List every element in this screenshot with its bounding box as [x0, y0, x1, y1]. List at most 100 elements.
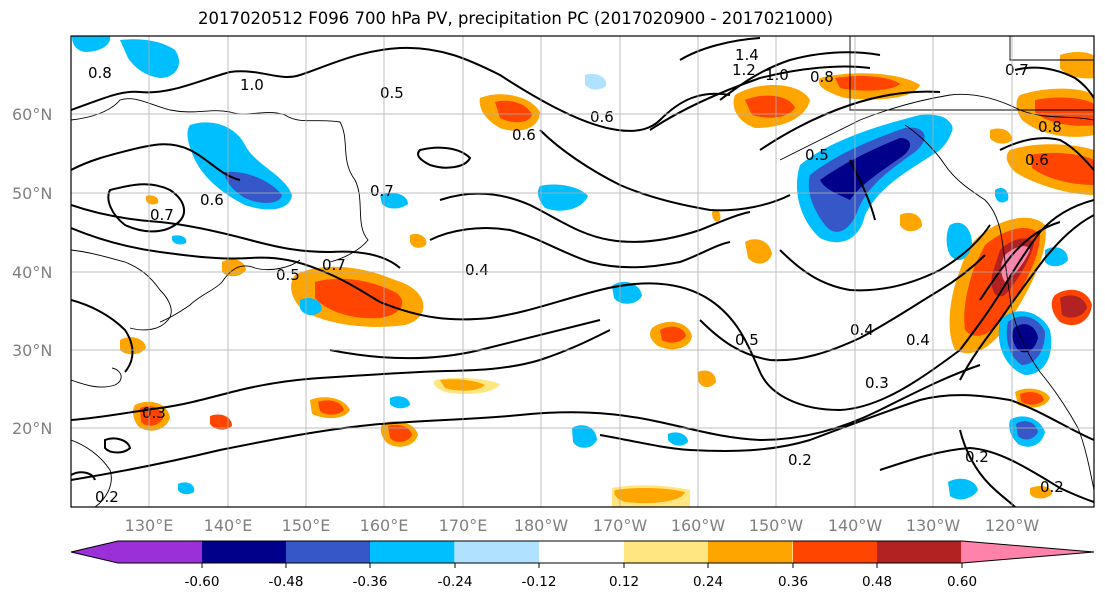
contour-label: 0.8 — [1038, 118, 1062, 136]
colorbar-tick-label: 0.60 — [947, 574, 977, 590]
colorbar-tick-label: -0.12 — [522, 574, 557, 590]
colorbar-ticks — [201, 563, 963, 568]
contour-labels: 1.4 1.2 1.0 0.8 1.0 0.5 0.6 0.6 0.7 0.6 … — [88, 46, 1064, 506]
precip-blob — [390, 396, 410, 409]
colorbar-tick-label: 0.12 — [609, 574, 639, 590]
precip-blob — [712, 210, 721, 222]
precip-blob — [935, 119, 953, 134]
contour-label: 0.6 — [590, 108, 614, 126]
precip-blob — [835, 76, 900, 91]
contour-label: 0.2 — [95, 488, 119, 506]
precip-blob — [388, 424, 412, 442]
colorbar-bin — [877, 541, 962, 563]
precip-blob — [380, 192, 408, 209]
contour-label: 0.3 — [142, 404, 166, 422]
lon-label: 130°W — [906, 516, 961, 535]
colorbar-bin — [539, 541, 624, 563]
contour-label: 0.7 — [322, 256, 346, 274]
colorbar-tick-label: -0.48 — [269, 574, 304, 590]
pv-contours — [71, 37, 1094, 507]
contour-label: 0.5 — [276, 266, 300, 284]
colorbar-tick-label: -0.36 — [353, 574, 388, 590]
contour-label: 0.8 — [810, 68, 834, 86]
coastlines — [71, 36, 1094, 507]
lon-label: 140°E — [204, 516, 253, 535]
contour-label: 1.0 — [240, 76, 264, 94]
contour-label: 0.6 — [1025, 151, 1049, 169]
lat-label: 30°N — [12, 341, 52, 360]
map-title-container: 2017020512 F096 700 hPa PV, precipitatio… — [0, 0, 1105, 30]
colorbar-bin — [118, 541, 203, 563]
precip-blob — [995, 188, 1009, 203]
precip-blob — [1016, 421, 1038, 440]
lon-label: 140°W — [828, 516, 883, 535]
lon-label: 170°W — [593, 516, 648, 535]
precip-blob — [495, 100, 532, 123]
contour-label: 1.2 — [732, 61, 756, 79]
contour-label: 1.0 — [765, 66, 789, 84]
precip-blob — [614, 487, 685, 504]
map-title: 2017020512 F096 700 hPa PV, precipitatio… — [198, 9, 834, 28]
lon-label: 180°W — [514, 516, 569, 535]
colorbar-bin — [708, 541, 793, 563]
contour-label: 0.5 — [735, 331, 759, 349]
precip-blob — [660, 326, 686, 343]
colorbar-tick-label: 0.48 — [862, 574, 892, 590]
lon-label: 160°W — [671, 516, 726, 535]
longitude-labels: 130°E 140°E 150°E 160°E 170°E 180°W 170°… — [125, 516, 1040, 535]
precip-blob — [210, 414, 232, 430]
lat-label: 50°N — [12, 184, 52, 203]
precip-blob — [948, 478, 978, 500]
contour-label: 0.3 — [865, 374, 889, 392]
precip-blob — [668, 432, 688, 446]
precip-blob — [172, 235, 187, 245]
colorbar-bin — [455, 541, 540, 563]
precip-blob — [315, 278, 403, 319]
precip-blob — [820, 138, 911, 200]
lon-label: 130°E — [125, 516, 174, 535]
precip-blob — [1030, 152, 1094, 185]
contour-label: 0.6 — [200, 191, 224, 209]
precip-blob — [318, 400, 344, 415]
precip-blob — [140, 406, 163, 426]
colorbar-tick-label: -0.60 — [185, 574, 220, 590]
lon-label: 120°W — [985, 516, 1040, 535]
gridlines — [71, 36, 1094, 507]
contour-label: 0.4 — [850, 321, 874, 339]
precip-blob — [990, 128, 1012, 144]
colorbar-bin — [370, 541, 455, 563]
contour-label: 0.8 — [88, 64, 112, 82]
map-border — [70, 35, 1095, 508]
latitude-labels: 60°N 50°N 40°N 30°N 20°N — [12, 105, 52, 438]
colorbar: -0.60 -0.48 -0.36 -0.24 -0.12 0.12 0.24 … — [70, 540, 1095, 590]
precip-blob — [537, 184, 588, 211]
contour-label: 1.4 — [735, 46, 759, 64]
precip-blob — [572, 425, 597, 448]
colorbar-outline — [70, 540, 1095, 564]
precip-blob — [120, 39, 180, 78]
contour-label: 0.2 — [1040, 478, 1064, 496]
colorbar-bin — [202, 541, 287, 563]
contour-label: 0.4 — [465, 261, 489, 279]
lat-label: 40°N — [12, 263, 52, 282]
colorbar-extend-high — [962, 541, 1094, 563]
contour-label: 0.2 — [965, 448, 989, 466]
contour-label: 0.7 — [1005, 61, 1029, 79]
lon-label: 170°E — [439, 516, 488, 535]
precip-blob — [1030, 486, 1052, 499]
precip-blob — [1035, 97, 1094, 126]
contour-label: 0.7 — [150, 206, 174, 224]
contour-label: 0.6 — [512, 126, 536, 144]
precipitation-shading — [72, 36, 1094, 507]
precip-blob — [1060, 295, 1087, 318]
contour-label: 0.4 — [906, 331, 930, 349]
colorbar-tick-label: -0.24 — [438, 574, 473, 590]
colorbar-tick-label: 0.36 — [778, 574, 808, 590]
contour-label: 0.5 — [805, 146, 829, 164]
precip-blob — [410, 234, 427, 248]
precip-blob — [745, 95, 795, 118]
colorbar-bin — [286, 541, 371, 563]
precip-blob — [745, 239, 772, 264]
precip-blob — [72, 36, 111, 52]
